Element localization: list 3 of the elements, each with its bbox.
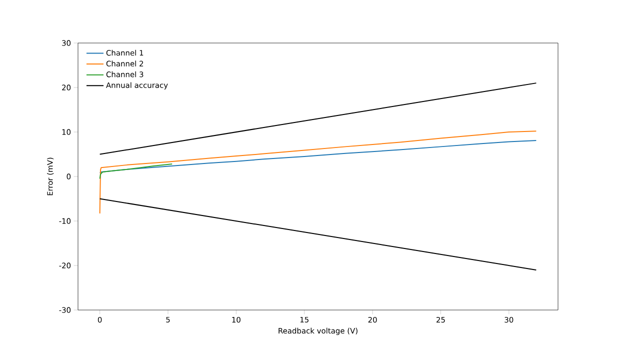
line-series — [99, 130, 537, 214]
line-series — [99, 164, 173, 180]
line-series — [99, 140, 537, 174]
